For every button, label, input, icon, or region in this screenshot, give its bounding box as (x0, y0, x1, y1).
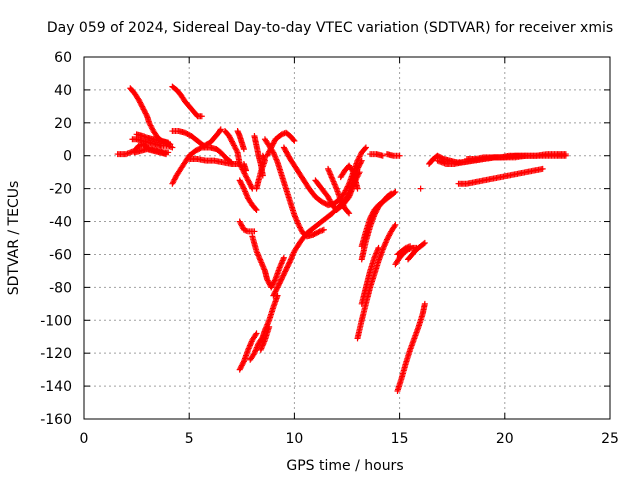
data-point (266, 323, 273, 330)
data-point (253, 330, 260, 337)
data-point (417, 185, 424, 192)
data-point (167, 141, 174, 148)
data-point (280, 271, 287, 278)
data-point (276, 280, 283, 287)
data-point (362, 144, 369, 151)
data-marks (114, 83, 569, 395)
data-point (421, 239, 428, 246)
data-point (286, 259, 293, 266)
data-point (345, 209, 352, 216)
data-point (284, 263, 291, 270)
data-point (253, 207, 260, 214)
data-point (240, 146, 247, 153)
data-point (169, 144, 176, 151)
data-point (163, 151, 170, 158)
data-point (356, 169, 363, 176)
y-tick-label: -140 (40, 379, 72, 395)
data-point (271, 277, 278, 284)
data-point (275, 283, 282, 290)
y-tick-label: -60 (49, 247, 72, 263)
x-tick-label: 0 (80, 431, 89, 447)
x-tick-label: 20 (496, 431, 514, 447)
data-point (273, 285, 280, 292)
data-point (217, 126, 224, 133)
data-point (143, 111, 150, 118)
y-tick-label: 60 (54, 50, 72, 66)
data-point (282, 268, 289, 275)
y-tick-label: 20 (54, 116, 72, 132)
data-point (280, 272, 287, 279)
data-point (379, 152, 386, 159)
data-point (278, 275, 285, 282)
data-point (396, 152, 403, 159)
x-tick-label: 5 (185, 431, 194, 447)
data-point (392, 221, 399, 228)
data-point (349, 167, 356, 174)
data-point (346, 210, 353, 217)
grid (84, 57, 610, 419)
data-point (354, 185, 361, 192)
data-point (280, 254, 287, 261)
x-tick-label: 10 (285, 431, 303, 447)
data-point (240, 184, 247, 191)
y-tick-label: -20 (49, 182, 72, 198)
data-point (407, 243, 414, 250)
data-point (274, 284, 281, 291)
data-point (279, 273, 286, 280)
data-point (285, 260, 292, 267)
data-point (290, 136, 297, 143)
chart-title: Day 059 of 2024, Sidereal Day-to-day VTE… (47, 20, 613, 36)
data-point (320, 226, 327, 233)
data-point (362, 145, 369, 152)
data-point (251, 228, 258, 235)
data-point (391, 189, 398, 196)
data-point (539, 165, 546, 172)
y-tick-label: -160 (40, 412, 72, 428)
data-point (345, 182, 352, 189)
data-point (253, 185, 260, 192)
y-tick-label: -120 (40, 346, 72, 362)
data-point (420, 240, 427, 247)
data-point (285, 261, 292, 268)
x-axis-label: GPS time / hours (286, 458, 403, 474)
y-tick-label: -100 (40, 313, 72, 329)
data-point (562, 151, 569, 158)
data-point (291, 137, 298, 144)
x-tick-label: 25 (601, 431, 619, 447)
data-point (281, 269, 288, 276)
data-point (278, 276, 285, 283)
data-point (522, 152, 529, 159)
data-point (315, 229, 322, 236)
data-point (391, 223, 398, 230)
data-point (421, 300, 428, 307)
data-point (243, 167, 250, 174)
y-tick-label: -80 (49, 280, 72, 296)
data-point (198, 113, 205, 120)
data-point (233, 148, 240, 155)
data-point (248, 184, 255, 191)
plot-frame (83, 56, 611, 420)
data-point (252, 206, 259, 213)
y-tick-label: 0 (63, 149, 72, 165)
data-point (392, 188, 399, 195)
data-point (284, 264, 291, 271)
data-point (355, 170, 362, 177)
data-point (277, 279, 284, 286)
data-point (283, 265, 290, 272)
data-point (375, 244, 382, 251)
x-tick-label: 15 (391, 431, 409, 447)
data-point (252, 331, 259, 338)
ticks: 0 5 10 15 20 25 -160 -140 -120 -100 -80 -60 -40 -20 0 2… (40, 50, 619, 447)
data-point (277, 277, 284, 284)
data-point (282, 267, 289, 274)
y-axis-label: SDTVAR / TECUs (6, 181, 22, 296)
y-tick-label: -40 (49, 215, 72, 231)
data-point (240, 359, 247, 366)
data-point (275, 281, 282, 288)
y-tick-label: 40 (54, 83, 72, 99)
